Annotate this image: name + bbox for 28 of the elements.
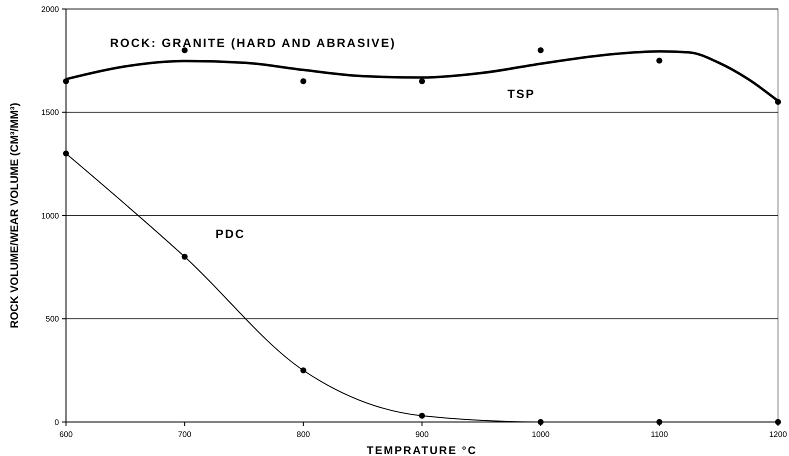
text: PDC xyxy=(216,227,246,242)
point xyxy=(300,367,306,374)
x-tick-label: 1100 xyxy=(650,430,668,439)
x-tick-label: 700 xyxy=(178,430,192,439)
annotation: ROCK: GRANITE (HARD AND ABRASIVE) xyxy=(110,36,396,50)
point xyxy=(656,419,662,425)
y-tick-label: 1500 xyxy=(41,108,60,118)
point xyxy=(63,150,69,157)
y-tick-label: 0 xyxy=(54,418,60,427)
y-tick-label: 1000 xyxy=(41,211,60,220)
x-tick-label: 1200 xyxy=(769,430,788,439)
x-tick-label: 800 xyxy=(296,430,311,439)
y-axis-title: ROCK VOLUME/WEAR VOLUME (CM³/MM³) xyxy=(9,102,21,328)
point xyxy=(419,412,425,419)
x-tick-label: 600 xyxy=(59,430,74,439)
point xyxy=(656,58,662,64)
point xyxy=(182,47,188,54)
y-tick-label: 2000 xyxy=(41,4,60,14)
point xyxy=(182,254,188,260)
y-tick-label: 500 xyxy=(46,314,60,324)
x-tick-label: 900 xyxy=(415,430,430,439)
point xyxy=(538,47,544,54)
x-tick-label: 1000 xyxy=(532,430,550,439)
point xyxy=(419,78,425,84)
point xyxy=(300,78,306,84)
text: TSP xyxy=(507,86,536,101)
x-axis-title: TEMPRATURE °C xyxy=(366,445,478,456)
point xyxy=(538,419,544,425)
